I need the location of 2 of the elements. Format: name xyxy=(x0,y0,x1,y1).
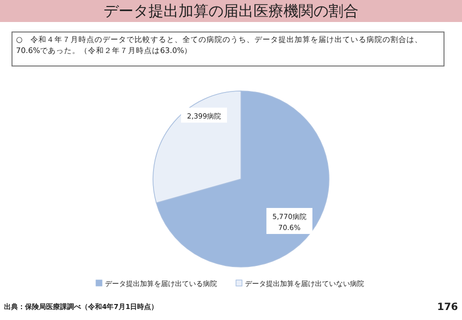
title: データ提出加算の届出医療機関の割合 xyxy=(104,2,358,20)
annotation: 176 xyxy=(437,302,458,313)
